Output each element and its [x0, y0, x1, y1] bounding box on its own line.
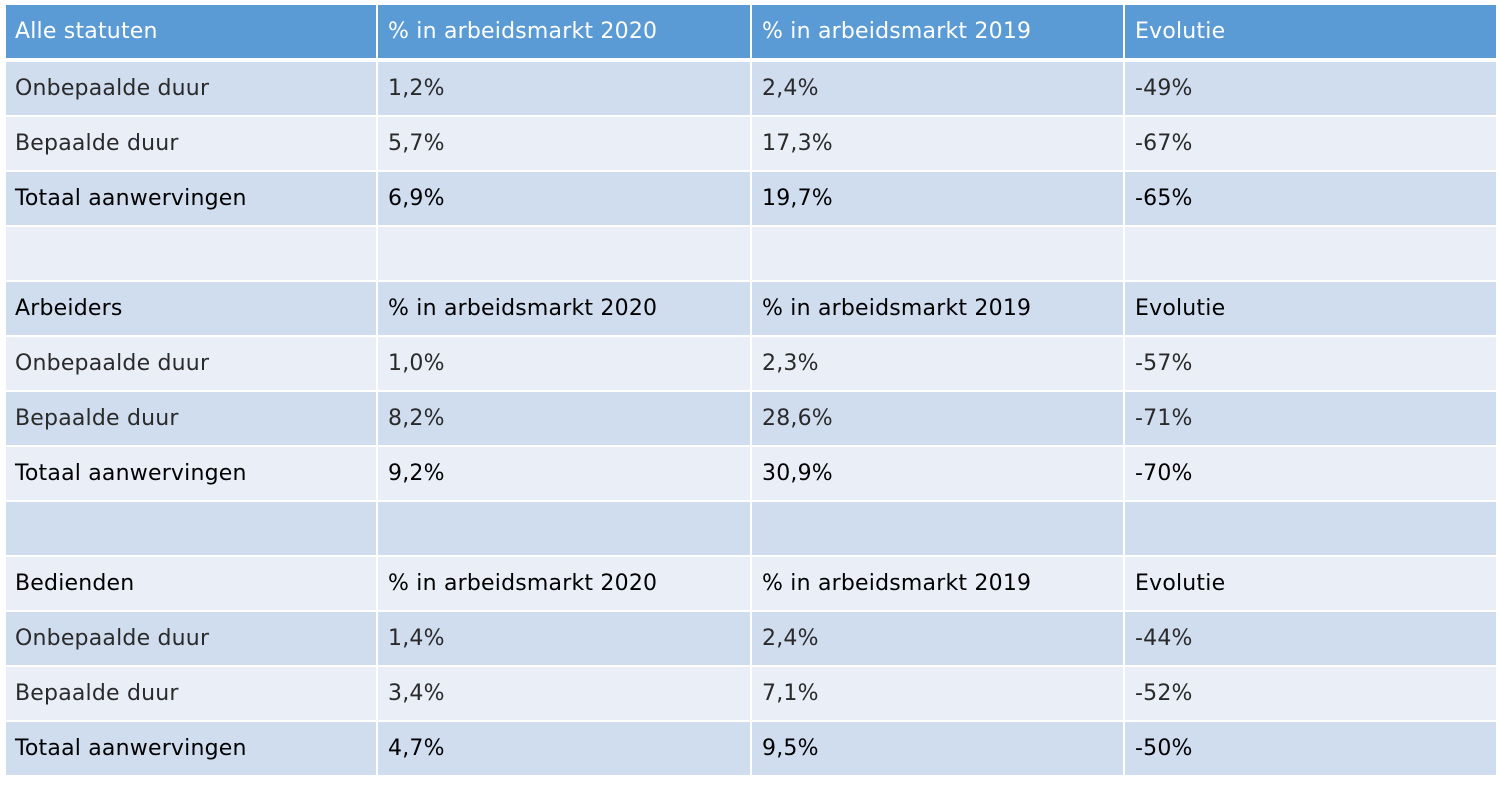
- table-header-row-arbeiders: Arbeiders % in arbeidsmarkt 2020 % in ar…: [4, 280, 1498, 337]
- spacer-cell: [376, 225, 752, 282]
- cell-evolution: -50%: [1123, 720, 1498, 777]
- row-label: Bepaalde duur: [4, 390, 378, 447]
- cell-2020: 6,9%: [376, 170, 752, 227]
- header-cell-evolution: Evolutie: [1123, 3, 1498, 62]
- statistics-table-container: Alle statuten % in arbeidsmarkt 2020 % i…: [4, 3, 1498, 777]
- table-row: Bepaalde duur 5,7% 17,3% -67%: [4, 115, 1498, 172]
- cell-2020: 1,0%: [376, 335, 752, 392]
- table-row: Onbepaalde duur 1,2% 2,4% -49%: [4, 59, 1498, 117]
- row-label: Onbepaalde duur: [4, 59, 378, 117]
- header-cell-2019: % in arbeidsmarkt 2019: [750, 280, 1125, 337]
- row-label: Totaal aanwervingen: [4, 720, 378, 777]
- row-label: Totaal aanwervingen: [4, 170, 378, 227]
- table-row: Onbepaalde duur 1,0% 2,3% -57%: [4, 335, 1498, 392]
- row-label: Bepaalde duur: [4, 115, 378, 172]
- cell-2020: 3,4%: [376, 665, 752, 722]
- table-row: Bepaalde duur 8,2% 28,6% -71%: [4, 390, 1498, 447]
- cell-2020: 1,2%: [376, 59, 752, 117]
- header-cell-evolution: Evolutie: [1123, 280, 1498, 337]
- header-cell-2019: % in arbeidsmarkt 2019: [750, 555, 1125, 612]
- cell-2019: 30,9%: [750, 445, 1125, 502]
- header-cell-2020: % in arbeidsmarkt 2020: [376, 280, 752, 337]
- row-label: Totaal aanwervingen: [4, 445, 378, 502]
- spacer-row: [4, 225, 1498, 282]
- cell-2020: 4,7%: [376, 720, 752, 777]
- header-cell-2020: % in arbeidsmarkt 2020: [376, 555, 752, 612]
- cell-evolution: -52%: [1123, 665, 1498, 722]
- spacer-cell: [1123, 500, 1498, 557]
- cell-2019: 9,5%: [750, 720, 1125, 777]
- table-row: Onbepaalde duur 1,4% 2,4% -44%: [4, 610, 1498, 667]
- cell-2019: 2,4%: [750, 610, 1125, 667]
- spacer-cell: [4, 500, 378, 557]
- cell-2019: 28,6%: [750, 390, 1125, 447]
- cell-2019: 2,3%: [750, 335, 1125, 392]
- cell-2019: 2,4%: [750, 59, 1125, 117]
- header-cell-2020: % in arbeidsmarkt 2020: [376, 3, 752, 62]
- cell-evolution: -65%: [1123, 170, 1498, 227]
- spacer-cell: [750, 225, 1125, 282]
- header-cell-category: Arbeiders: [4, 280, 378, 337]
- spacer-row: [4, 500, 1498, 557]
- table-row-total: Totaal aanwervingen 9,2% 30,9% -70%: [4, 445, 1498, 502]
- header-cell-category: Alle statuten: [4, 3, 378, 62]
- spacer-cell: [376, 500, 752, 557]
- cell-evolution: -70%: [1123, 445, 1498, 502]
- spacer-cell: [750, 500, 1125, 557]
- cell-evolution: -49%: [1123, 59, 1498, 117]
- header-cell-2019: % in arbeidsmarkt 2019: [750, 3, 1125, 62]
- cell-evolution: -57%: [1123, 335, 1498, 392]
- cell-evolution: -67%: [1123, 115, 1498, 172]
- row-label: Onbepaalde duur: [4, 610, 378, 667]
- cell-2020: 1,4%: [376, 610, 752, 667]
- cell-2019: 19,7%: [750, 170, 1125, 227]
- table-header-row-bedienden: Bedienden % in arbeidsmarkt 2020 % in ar…: [4, 555, 1498, 612]
- cell-2020: 8,2%: [376, 390, 752, 447]
- recruitment-statistics-table: Alle statuten % in arbeidsmarkt 2020 % i…: [4, 3, 1498, 777]
- table-header-row-alle-statuten: Alle statuten % in arbeidsmarkt 2020 % i…: [4, 3, 1498, 62]
- cell-2019: 17,3%: [750, 115, 1125, 172]
- cell-2020: 5,7%: [376, 115, 752, 172]
- table-row: Bepaalde duur 3,4% 7,1% -52%: [4, 665, 1498, 722]
- cell-2020: 9,2%: [376, 445, 752, 502]
- row-label: Bepaalde duur: [4, 665, 378, 722]
- row-label: Onbepaalde duur: [4, 335, 378, 392]
- header-cell-category: Bedienden: [4, 555, 378, 612]
- spacer-cell: [1123, 225, 1498, 282]
- cell-evolution: -44%: [1123, 610, 1498, 667]
- cell-2019: 7,1%: [750, 665, 1125, 722]
- table-row-total: Totaal aanwervingen 6,9% 19,7% -65%: [4, 170, 1498, 227]
- header-cell-evolution: Evolutie: [1123, 555, 1498, 612]
- table-row-total: Totaal aanwervingen 4,7% 9,5% -50%: [4, 720, 1498, 777]
- spacer-cell: [4, 225, 378, 282]
- cell-evolution: -71%: [1123, 390, 1498, 447]
